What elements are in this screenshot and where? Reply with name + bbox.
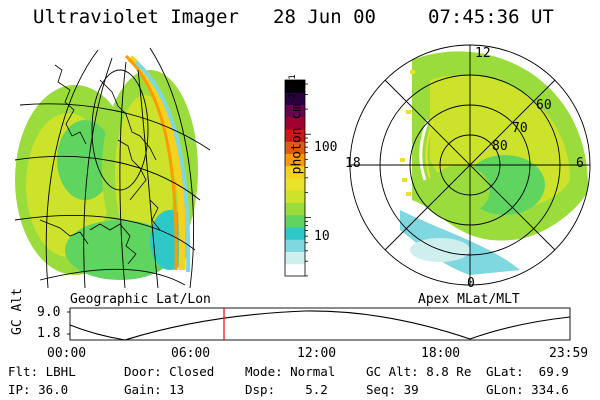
colorbar-stripe: [285, 116, 305, 130]
colorbar-stripe: [285, 202, 305, 216]
colorbar-stripe: [285, 141, 305, 154]
info-seq: Seq: 39: [366, 382, 419, 397]
altitude-curve: [69, 310, 571, 341]
colorbar-units-s: s: [289, 85, 305, 94]
time-label: 07:45:36 UT: [428, 6, 554, 28]
colorbar-stripe: [285, 129, 305, 142]
mlt-label-0: 0: [467, 276, 475, 291]
colorbar-exp2: -1: [288, 74, 298, 86]
instrument-title: Ultraviolet Imager: [33, 6, 239, 28]
geographic-image: [14, 47, 211, 288]
colorbar-stripe: [285, 153, 305, 167]
colorbar-tick-10: 10: [314, 229, 330, 244]
mlat-label-80: 80: [492, 139, 508, 154]
alt-xtick-0000: 00:00: [47, 346, 87, 361]
colorbar-stripe: [285, 263, 305, 277]
alt-ytick-1-8: 1.8: [37, 326, 61, 341]
info-glat: GLat: 69.9: [486, 364, 569, 379]
lat-lon-grid: [14, 47, 211, 288]
info-filter: Flt: LBHL: [8, 364, 76, 379]
alt-xtick-1800: 18:00: [421, 346, 461, 361]
polar-grid: [349, 44, 591, 286]
colorbar-stripe: [285, 165, 305, 179]
alt-xtick-2359: 23:59: [549, 346, 589, 361]
date-label: 28 Jun 00: [273, 6, 376, 28]
polar-mlat-mlt-plot: [349, 44, 591, 286]
alt-ylabel: GC Alt: [10, 288, 25, 335]
colorbar-stripe: [285, 178, 305, 191]
colorbar-units-label: photon cm-2s-1: [273, 74, 304, 190]
colorbar-stripe: [285, 227, 305, 240]
edge-markers: [400, 70, 415, 196]
colorbar-stripe: [285, 80, 305, 93]
info-door: Door: Closed: [124, 364, 215, 379]
mlat-label-70: 70: [512, 121, 528, 136]
geo-panel-label: Geographic Lat/Lon: [70, 292, 211, 307]
colorbar-exp1: -2: [288, 93, 298, 104]
alt-ytick-9: 9.0: [37, 305, 61, 320]
info-ip: IP: 36.0: [8, 382, 69, 397]
colorbar-stripe: [285, 239, 305, 252]
mlt-label-18: 18: [345, 156, 361, 171]
info-dsp: Dsp: 5.2: [245, 382, 328, 397]
colorbar-stripe: [285, 251, 305, 265]
colorbar-stripe: [285, 190, 305, 203]
info-gain: Gain: 13: [124, 382, 185, 397]
mlt-label-12: 12: [475, 46, 491, 61]
altitude-orbit-plot: [67, 307, 571, 341]
coastlines: [39, 64, 161, 265]
info-gc-alt: GC Alt: 8.8 Re: [366, 364, 472, 379]
alt-xtick-1200: 12:00: [297, 346, 337, 361]
info-glon: GLon: 334.6: [486, 382, 569, 397]
colorbar-units-prefix: photon cm: [289, 103, 305, 175]
info-mode: Mode: Normal: [245, 364, 336, 379]
colorbar-tick-100: 100: [314, 140, 338, 155]
colorbar-stripe: [285, 104, 305, 118]
polar-aurora: [400, 51, 589, 275]
mlt-label-6: 6: [576, 156, 584, 171]
mlat-label-60: 60: [536, 98, 552, 113]
alt-xtick-0600: 06:00: [171, 346, 211, 361]
color-scale-bar: [284, 79, 311, 277]
polar-panel-label: Apex MLat/MLT: [418, 292, 520, 307]
colorbar-stripe: [285, 214, 305, 228]
colorbar-stripe: [285, 92, 305, 105]
